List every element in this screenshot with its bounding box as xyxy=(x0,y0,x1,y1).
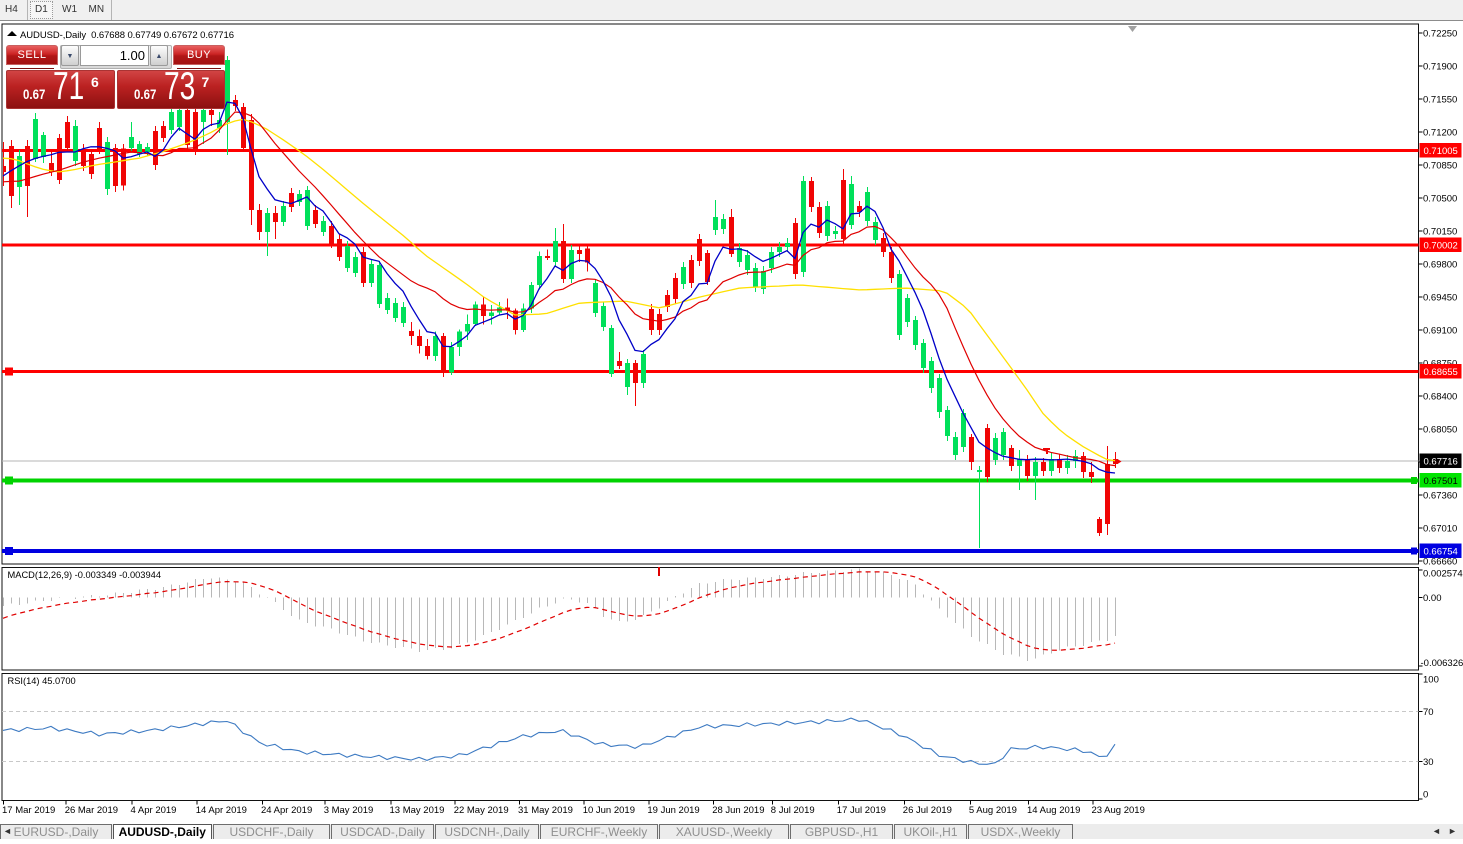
svg-text:0: 0 xyxy=(1423,790,1428,801)
svg-text:0.67716: 0.67716 xyxy=(1424,457,1458,468)
svg-text:0.72250: 0.72250 xyxy=(1423,29,1457,40)
svg-text:100: 100 xyxy=(1423,675,1439,686)
svg-text:0.71550: 0.71550 xyxy=(1423,95,1457,106)
svg-text:0.66754: 0.66754 xyxy=(1424,547,1458,558)
svg-text:22 May 2019: 22 May 2019 xyxy=(454,805,509,816)
svg-text:0.70500: 0.70500 xyxy=(1423,194,1457,205)
svg-text:0.69800: 0.69800 xyxy=(1423,260,1457,271)
svg-text:0.71005: 0.71005 xyxy=(1424,146,1458,157)
svg-text:0.71200: 0.71200 xyxy=(1423,128,1457,139)
svg-text:0.67501: 0.67501 xyxy=(1424,476,1458,487)
svg-text:0.71900: 0.71900 xyxy=(1423,62,1457,73)
svg-text:26 Jul 2019: 26 Jul 2019 xyxy=(903,805,952,816)
svg-text:0.70850: 0.70850 xyxy=(1423,161,1457,172)
svg-text:0.70002: 0.70002 xyxy=(1424,241,1458,252)
svg-text:23 Aug 2019: 23 Aug 2019 xyxy=(1092,805,1145,816)
svg-text:28 Jun 2019: 28 Jun 2019 xyxy=(712,805,764,816)
svg-text:0.70150: 0.70150 xyxy=(1423,227,1457,238)
svg-text:0.00: 0.00 xyxy=(1423,593,1442,604)
svg-text:0.002574: 0.002574 xyxy=(1423,569,1463,580)
svg-text:26 Mar 2019: 26 Mar 2019 xyxy=(65,805,118,816)
svg-text:0.68050: 0.68050 xyxy=(1423,425,1457,436)
svg-text:5 Aug 2019: 5 Aug 2019 xyxy=(969,805,1017,816)
svg-text:MACD(12,26,9) -0.003349 -0.003: MACD(12,26,9) -0.003349 -0.003944 xyxy=(8,570,162,580)
svg-text:0.68655: 0.68655 xyxy=(1424,367,1458,378)
svg-text:0.68400: 0.68400 xyxy=(1423,392,1457,403)
svg-text:0.69100: 0.69100 xyxy=(1423,326,1457,337)
svg-text:14 Apr 2019: 14 Apr 2019 xyxy=(196,805,247,816)
svg-text:19 Jun 2019: 19 Jun 2019 xyxy=(647,805,699,816)
svg-text:30: 30 xyxy=(1423,757,1434,768)
svg-text:0.66660: 0.66660 xyxy=(1423,557,1457,568)
svg-text:3 May 2019: 3 May 2019 xyxy=(324,805,374,816)
svg-text:AUDUSD-,Daily 0.67688 0.67749: AUDUSD-,Daily 0.67688 0.67749 0.67672 0.… xyxy=(20,30,234,41)
svg-text:17 Mar 2019: 17 Mar 2019 xyxy=(2,805,55,816)
svg-text:0.69450: 0.69450 xyxy=(1423,293,1457,304)
svg-text:4 Apr 2019: 4 Apr 2019 xyxy=(131,805,177,816)
svg-text:0.67010: 0.67010 xyxy=(1423,524,1457,535)
svg-text:24 Apr 2019: 24 Apr 2019 xyxy=(261,805,312,816)
svg-text:70: 70 xyxy=(1423,707,1434,718)
svg-text:10 Jun 2019: 10 Jun 2019 xyxy=(583,805,635,816)
svg-text:13 May 2019: 13 May 2019 xyxy=(390,805,445,816)
svg-text:14 Aug 2019: 14 Aug 2019 xyxy=(1027,805,1080,816)
svg-text:RSI(14) 45.0700: RSI(14) 45.0700 xyxy=(8,676,76,686)
svg-text:-0.006326: -0.006326 xyxy=(1421,658,1463,669)
svg-text:8 Jul 2019: 8 Jul 2019 xyxy=(771,805,815,816)
svg-text:31 May 2019: 31 May 2019 xyxy=(518,805,573,816)
svg-text:0.67360: 0.67360 xyxy=(1423,491,1457,502)
svg-text:17 Jul 2019: 17 Jul 2019 xyxy=(837,805,886,816)
